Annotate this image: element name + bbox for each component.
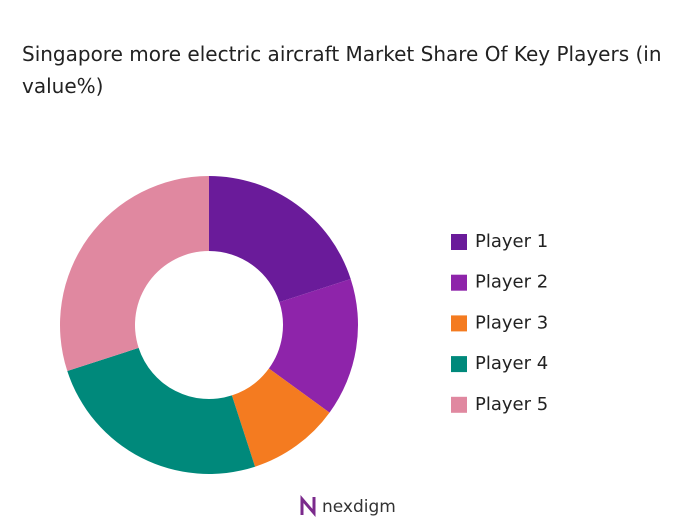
legend-swatch	[451, 274, 467, 291]
legend-swatch	[451, 396, 467, 413]
watermark: nexdigm	[322, 497, 396, 517]
legend-label: Player 5	[475, 394, 548, 415]
slice	[59, 176, 209, 372]
logo	[300, 494, 316, 518]
legend-label: Player 2	[475, 272, 548, 293]
logo-icon	[300, 494, 316, 518]
legend-swatch	[451, 234, 467, 250]
slice	[209, 176, 351, 303]
legend-label: Player 3	[475, 312, 548, 333]
legend-swatch	[451, 315, 467, 332]
legend-swatch	[451, 356, 467, 373]
chart-title: Singapore more electric aircraft Market …	[22, 42, 662, 98]
legend-label: Player 4	[475, 353, 548, 374]
slice	[268, 278, 358, 413]
slice	[67, 347, 256, 474]
legend-label: Player 1	[475, 231, 548, 252]
slice	[231, 368, 330, 467]
